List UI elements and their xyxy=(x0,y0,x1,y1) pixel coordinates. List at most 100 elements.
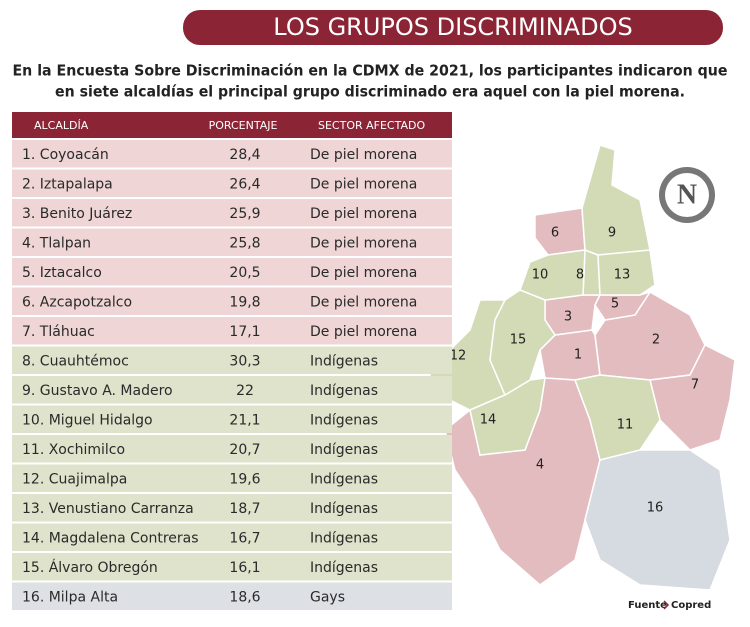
map-region xyxy=(534,207,586,256)
sector: Indígenas xyxy=(310,383,378,399)
percent: 19,6 xyxy=(229,471,260,487)
map-region xyxy=(597,249,656,296)
table-row xyxy=(12,553,452,581)
alcaldia: 16. Milpa Alta xyxy=(22,589,118,605)
alcaldia: 4. Tlalpan xyxy=(22,235,91,251)
percent: 30,3 xyxy=(229,353,260,369)
column-header: PORCENTAJE xyxy=(209,119,278,132)
percent: 20,5 xyxy=(229,265,260,281)
alcaldia: 6. Azcapotzalco xyxy=(22,294,132,310)
table-row xyxy=(12,464,452,492)
sector: De piel morena xyxy=(310,294,417,310)
alcaldia: 10. Miguel Hidalgo xyxy=(22,412,153,428)
sector: Gays xyxy=(310,589,345,605)
map-region xyxy=(581,144,651,256)
percent: 16,7 xyxy=(229,530,260,546)
alcaldia: 15. Álvaro Obregón xyxy=(22,559,158,576)
alcaldia: 11. Xochimilco xyxy=(22,442,125,458)
map-region xyxy=(544,294,602,336)
table-row xyxy=(12,169,452,197)
percent: 17,1 xyxy=(229,324,260,340)
title-bar xyxy=(183,10,723,45)
map-label: 1 xyxy=(574,348,582,363)
map-label: 9 xyxy=(608,226,616,241)
map-label: 2 xyxy=(652,333,660,348)
table-row xyxy=(12,228,452,256)
percent: 25,8 xyxy=(229,235,260,251)
map-label: 16 xyxy=(647,501,664,516)
alcaldia: 5. Iztacalco xyxy=(22,265,102,281)
table-row xyxy=(12,494,452,522)
alcaldia: 7. Tláhuac xyxy=(22,324,95,340)
table-row xyxy=(12,140,452,168)
percent: 18,6 xyxy=(229,589,260,605)
table-row xyxy=(12,376,452,404)
table-row xyxy=(12,287,452,315)
map-label: 13 xyxy=(614,268,631,283)
percent: 20,7 xyxy=(229,442,260,458)
table-row xyxy=(12,405,452,433)
map-label: 5 xyxy=(611,297,619,312)
sector: De piel morena xyxy=(310,265,417,281)
alcaldia: 9. Gustavo A. Madero xyxy=(22,383,173,399)
alcaldia: 13. Venustiano Carranza xyxy=(22,501,194,517)
map-label: 8 xyxy=(576,268,584,283)
percent: 26,4 xyxy=(229,176,260,192)
table-row xyxy=(12,317,452,345)
source-name: Copred xyxy=(671,600,711,611)
column-header: SECTOR AFECTADO xyxy=(318,119,425,132)
percent: 25,9 xyxy=(229,206,260,222)
map-label: 10 xyxy=(532,268,549,283)
percent: 19,8 xyxy=(229,294,260,310)
table-header xyxy=(12,112,452,138)
alcaldia: 12. Cuajimalpa xyxy=(22,471,127,487)
sector: De piel morena xyxy=(310,176,417,192)
sector: Indígenas xyxy=(310,412,378,428)
percent: 18,7 xyxy=(229,501,260,517)
map-region xyxy=(489,289,556,397)
map-region xyxy=(584,449,731,591)
percent: 28,4 xyxy=(229,147,260,163)
table-row xyxy=(12,346,452,374)
alcaldia: 3. Benito Juárez xyxy=(22,206,132,222)
table-row xyxy=(12,435,452,463)
sector: Indígenas xyxy=(310,353,378,369)
map-label: 7 xyxy=(691,378,699,393)
sector: Indígenas xyxy=(310,501,378,517)
table-row xyxy=(12,582,452,610)
map-label: 14 xyxy=(480,413,497,428)
map-label: 4 xyxy=(536,458,544,473)
percent: 22 xyxy=(236,383,254,399)
north-label: N xyxy=(677,179,697,210)
map-region xyxy=(573,374,661,461)
column-header: ALCALDÍA xyxy=(34,119,89,132)
map-label: 6 xyxy=(551,226,559,241)
sector: De piel morena xyxy=(310,206,417,222)
sector: Indígenas xyxy=(310,471,378,487)
sector: De piel morena xyxy=(310,235,417,251)
sector: Indígenas xyxy=(310,442,378,458)
map-region xyxy=(649,343,736,451)
map-label: 11 xyxy=(617,418,634,433)
percent: 21,1 xyxy=(229,412,260,428)
alcaldia: 8. Cuauhtémoc xyxy=(22,353,129,369)
table-row xyxy=(12,199,452,227)
map-region xyxy=(469,377,546,456)
alcaldia: 1. Coyoacán xyxy=(22,147,109,163)
subtitle: En la Encuesta Sobre Discriminación en l… xyxy=(13,62,728,80)
map-label: 12 xyxy=(450,349,467,364)
sector: Indígenas xyxy=(310,530,378,546)
source-arrow xyxy=(663,600,670,610)
percent: 16,1 xyxy=(229,560,260,576)
alcaldia: 14. Magdalena Contreras xyxy=(22,530,199,546)
table-row xyxy=(12,523,452,551)
map-label: 15 xyxy=(510,333,527,348)
subtitle: en siete alcaldías el principal grupo di… xyxy=(55,83,685,101)
alcaldia: 2. Iztapalapa xyxy=(22,176,113,192)
sector: De piel morena xyxy=(310,324,417,340)
sector: De piel morena xyxy=(310,147,417,163)
source-label: Fuente xyxy=(628,600,667,611)
title: LOS GRUPOS DISCRIMINADOS xyxy=(273,13,632,41)
